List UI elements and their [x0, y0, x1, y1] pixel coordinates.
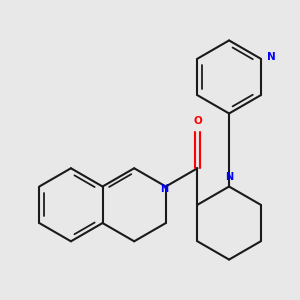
Text: O: O	[193, 116, 202, 126]
Text: N: N	[267, 52, 276, 62]
Text: N: N	[225, 172, 233, 182]
Text: N: N	[160, 184, 168, 194]
